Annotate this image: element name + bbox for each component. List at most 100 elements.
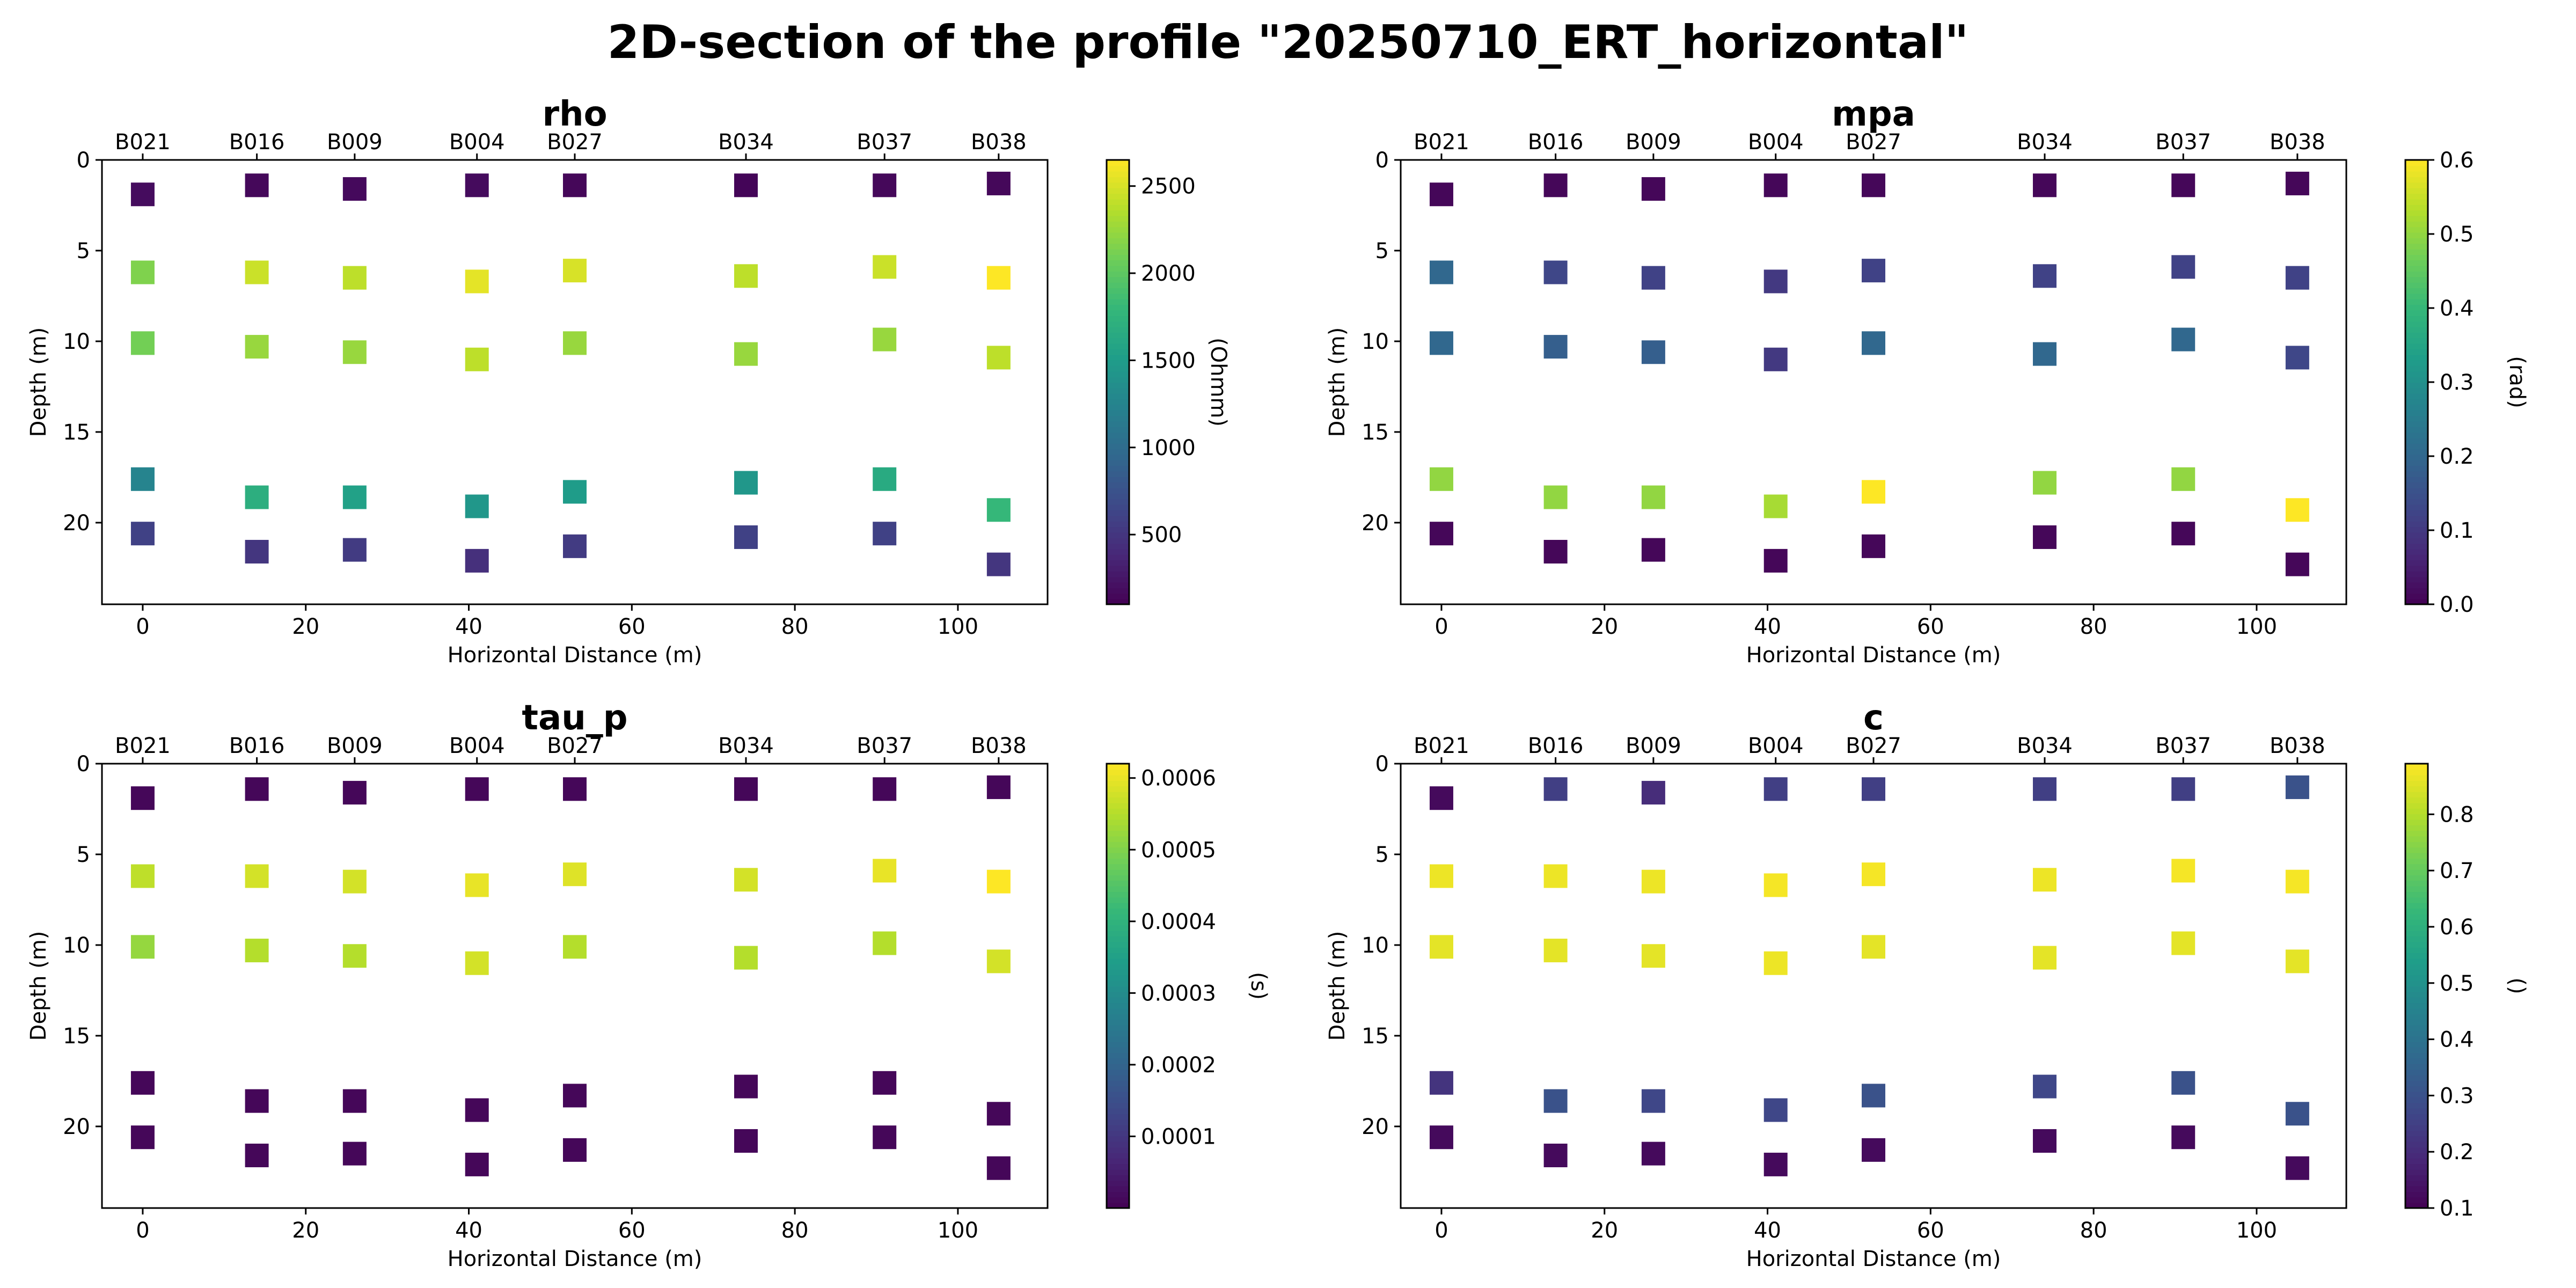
colorbar-segment xyxy=(1107,814,1129,820)
x-axis-label: Horizontal Distance (m) xyxy=(1746,643,2001,668)
borehole-label: B009 xyxy=(1626,734,1681,758)
colorbar-segment xyxy=(2405,1163,2428,1170)
y-tick-label: 15 xyxy=(1362,1024,1389,1049)
colorbar-segment xyxy=(2405,774,2428,781)
data-point xyxy=(1429,1125,1453,1150)
data-point xyxy=(1763,873,1788,897)
colorbar-segment xyxy=(2405,260,2428,266)
colorbar-segment xyxy=(1107,1108,1129,1115)
colorbar-tick-label: 0.5 xyxy=(2440,971,2474,996)
colorbar-segment xyxy=(1107,880,1129,887)
data-point xyxy=(130,467,155,491)
colorbar-segment xyxy=(1107,1180,1129,1187)
colorbar-segment xyxy=(1107,941,1129,948)
colorbar-segment xyxy=(1107,930,1129,936)
colorbar-segment xyxy=(2405,532,2428,538)
colorbar-segment xyxy=(2405,304,2428,311)
borehole-label: B009 xyxy=(327,130,383,155)
colorbar-segment xyxy=(2405,554,2428,561)
colorbar-segment xyxy=(2405,1180,2428,1187)
colorbar-segment xyxy=(1107,897,1129,903)
y-tick-label: 20 xyxy=(1362,511,1389,536)
data-point xyxy=(2032,946,2057,970)
data-point xyxy=(1543,939,1568,963)
colorbar-segment xyxy=(1107,593,1129,599)
y-tick-label: 5 xyxy=(1375,239,1389,264)
data-point xyxy=(563,259,587,283)
colorbar-segment xyxy=(1107,774,1129,781)
colorbar-segment xyxy=(2405,769,2428,775)
borehole-label: B004 xyxy=(1748,130,1804,155)
colorbar-segment xyxy=(2405,1197,2428,1203)
data-point xyxy=(873,255,897,279)
data-point xyxy=(245,864,269,888)
colorbar-segment xyxy=(1107,160,1129,166)
data-point xyxy=(734,173,758,197)
colorbar-tick-label: 0.3 xyxy=(2440,1084,2474,1108)
y-tick-label: 0 xyxy=(77,752,90,777)
data-point xyxy=(2032,264,2057,288)
x-tick-label: 0 xyxy=(1435,614,1448,639)
colorbar-segment xyxy=(2405,215,2428,222)
colorbar-segment xyxy=(1107,504,1129,511)
colorbar-segment xyxy=(2405,521,2428,528)
data-point xyxy=(245,260,269,284)
data-point xyxy=(2285,1102,2309,1126)
colorbar-tick-label: 0.5 xyxy=(2440,222,2474,247)
colorbar-segment xyxy=(1107,1124,1129,1131)
colorbar-segment xyxy=(1107,1086,1129,1092)
borehole-label: B021 xyxy=(1414,734,1469,758)
colorbar-tick-label: 0.6 xyxy=(2440,915,2474,940)
borehole-label: B037 xyxy=(857,130,912,155)
data-point xyxy=(2032,1074,2057,1099)
colorbar-tick-label: 0.8 xyxy=(2440,802,2474,827)
data-point xyxy=(1763,951,1788,975)
data-point xyxy=(1429,182,1453,207)
colorbar-segment xyxy=(1107,808,1129,815)
colorbar-segment xyxy=(1107,885,1129,892)
data-point xyxy=(1429,522,1453,546)
colorbar-segment xyxy=(2405,891,2428,898)
colorbar-segment xyxy=(1107,1185,1129,1192)
panel-c: c 0 20 40 60 80 100 0 5 10 15 20 B021 B016 B009 B004 B02… xyxy=(1325,698,2529,1271)
data-point xyxy=(734,264,758,288)
x-tick-label: 80 xyxy=(781,1218,809,1243)
colorbar-segment xyxy=(1107,791,1129,798)
colorbar-segment xyxy=(1107,1169,1129,1175)
colorbar-segment xyxy=(2405,587,2428,594)
colorbar-segment xyxy=(2405,1147,2428,1153)
colorbar-segment xyxy=(2405,847,2428,853)
colorbar-segment xyxy=(1107,449,1129,455)
y-axis-label: Depth (m) xyxy=(1325,931,1350,1041)
colorbar-segment xyxy=(2405,858,2428,865)
colorbar-tick-label: 1000 xyxy=(1141,436,1196,460)
x-tick-label: 100 xyxy=(938,614,978,639)
borehole-label: B037 xyxy=(2155,734,2211,758)
data-point xyxy=(465,347,489,371)
colorbar-segment xyxy=(2405,1108,2428,1115)
colorbar-segment xyxy=(2405,254,2428,261)
colorbar-segment xyxy=(1107,210,1129,216)
colorbar-segment xyxy=(2405,819,2428,825)
colorbar-segment xyxy=(2405,1102,2428,1109)
colorbar-segment xyxy=(1107,204,1129,211)
data-point xyxy=(1862,1138,1885,1162)
colorbar-segment xyxy=(1107,393,1129,400)
data-point xyxy=(130,182,155,207)
colorbar-segment xyxy=(2405,1158,2428,1165)
colorbar-segment xyxy=(2405,354,2428,361)
colorbar-segment xyxy=(1107,925,1129,931)
colorbar-frame xyxy=(1106,763,1130,1209)
data-point xyxy=(130,260,155,284)
data-point xyxy=(2285,775,2309,799)
data-point xyxy=(130,1071,155,1095)
data-point xyxy=(1641,944,1665,968)
colorbar-label: (s) xyxy=(1246,972,1271,1000)
x-tick-label: 100 xyxy=(938,1218,978,1243)
colorbar-tick-label: 500 xyxy=(1141,523,1182,547)
colorbar-segment xyxy=(1107,1041,1129,1048)
colorbar-tick-label: 2500 xyxy=(1141,174,1196,199)
colorbar-segment xyxy=(2405,1030,2428,1037)
data-point xyxy=(873,467,897,491)
colorbar-segment xyxy=(2405,382,2428,389)
